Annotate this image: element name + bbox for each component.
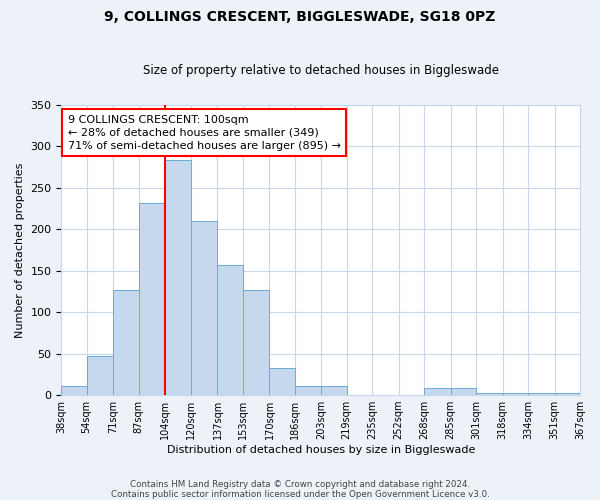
X-axis label: Distribution of detached houses by size in Biggleswade: Distribution of detached houses by size …	[167, 445, 475, 455]
Text: 9 COLLINGS CRESCENT: 100sqm
← 28% of detached houses are smaller (349)
71% of se: 9 COLLINGS CRESCENT: 100sqm ← 28% of det…	[68, 114, 341, 151]
Text: 9, COLLINGS CRESCENT, BIGGLESWADE, SG18 0PZ: 9, COLLINGS CRESCENT, BIGGLESWADE, SG18 …	[104, 10, 496, 24]
Bar	[217, 265, 242, 395]
Title: Size of property relative to detached houses in Biggleswade: Size of property relative to detached ho…	[143, 64, 499, 77]
Bar	[424, 388, 451, 395]
Bar	[555, 392, 580, 395]
Y-axis label: Number of detached properties: Number of detached properties	[15, 162, 25, 338]
Text: Contains public sector information licensed under the Open Government Licence v3: Contains public sector information licen…	[110, 490, 490, 499]
Bar	[242, 290, 269, 395]
Bar	[166, 160, 191, 395]
Bar	[451, 388, 476, 395]
Bar	[191, 221, 217, 395]
Bar	[139, 204, 166, 395]
Bar	[295, 386, 322, 395]
Bar	[113, 290, 139, 395]
Bar	[322, 386, 347, 395]
Bar	[86, 356, 113, 395]
Bar	[503, 392, 528, 395]
Text: Contains HM Land Registry data © Crown copyright and database right 2024.: Contains HM Land Registry data © Crown c…	[130, 480, 470, 489]
Bar	[528, 392, 555, 395]
Bar	[61, 386, 86, 395]
Bar	[476, 392, 503, 395]
Bar	[269, 368, 295, 395]
